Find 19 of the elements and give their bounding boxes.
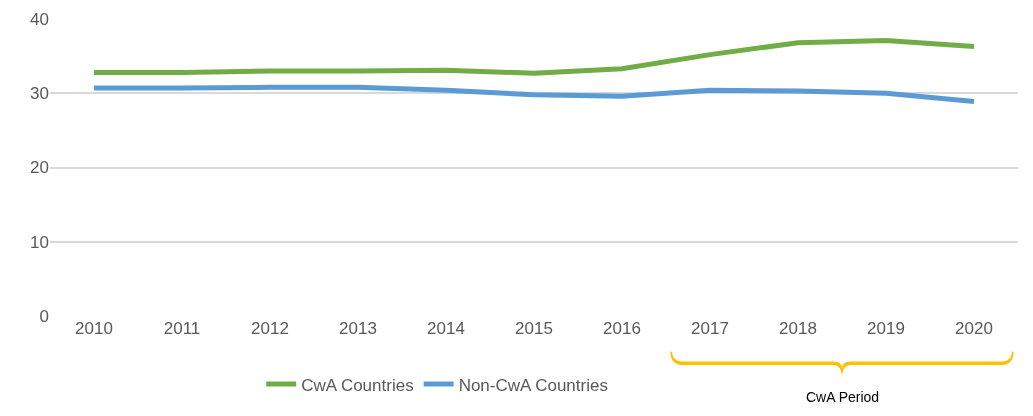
x-tick-label: 2011 bbox=[163, 319, 201, 338]
y-tick-label: 10 bbox=[30, 232, 49, 252]
x-tick-label: 2015 bbox=[515, 319, 553, 338]
x-tick-label: 2018 bbox=[779, 319, 817, 338]
x-tick-label: 2016 bbox=[603, 319, 641, 338]
x-tick-label: 2014 bbox=[427, 319, 465, 338]
x-tick-label: 2020 bbox=[955, 319, 993, 338]
x-tick-label: 2017 bbox=[691, 319, 729, 338]
text: CwA Period bbox=[806, 389, 880, 405]
x-tick-label: 2013 bbox=[339, 319, 377, 338]
y-tick-label: 0 bbox=[39, 306, 49, 326]
legend-label: Non-CwA Countries bbox=[458, 375, 608, 395]
legend-label: CwA Countries bbox=[301, 375, 414, 395]
y-tick-label: 30 bbox=[30, 84, 49, 104]
x-tick-label: 2012 bbox=[251, 319, 289, 338]
x-tick-label: 2010 bbox=[75, 319, 113, 338]
y-tick-label: 40 bbox=[30, 9, 49, 29]
y-tick-label: 20 bbox=[30, 158, 49, 178]
x-tick-label: 2019 bbox=[867, 319, 905, 338]
